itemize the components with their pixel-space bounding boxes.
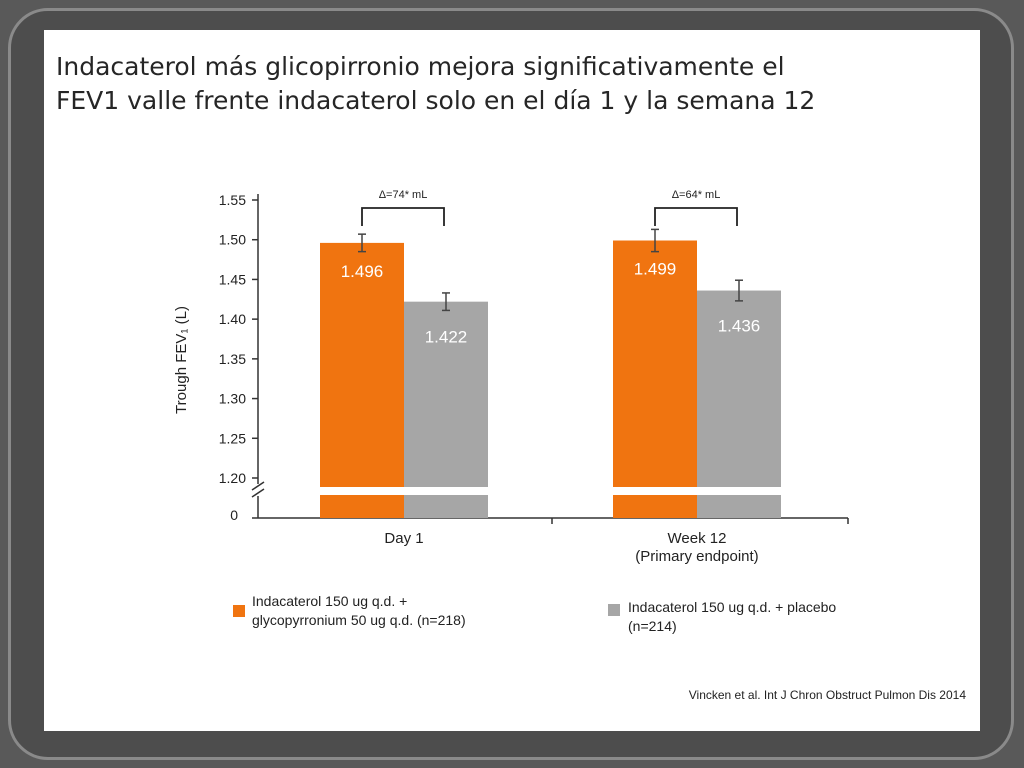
y-tick-label: 1.45 (219, 271, 246, 287)
bar-break-band (319, 487, 405, 495)
bar (613, 240, 697, 518)
y-tick-label: 1.25 (219, 430, 246, 446)
title-line-1: Indacaterol más glicopirronio mejora sig… (56, 52, 785, 81)
legend-entry-placebo: Indacaterol 150 ug q.d. + placebo (n=214… (628, 598, 836, 636)
title-line-2: FEV1 valle frente indacaterol solo en el… (56, 86, 816, 115)
bar-break-band (696, 487, 782, 495)
bar (404, 301, 488, 518)
bar (697, 290, 781, 518)
bar-break-band (403, 487, 489, 495)
delta-bracket (654, 207, 738, 226)
y-tick-label: 1.50 (219, 232, 246, 248)
legend-label-combo-line2: glycopyrronium 50 ug q.d. (n=218) (252, 612, 466, 628)
category-sublabel: (Primary endpoint) (635, 548, 758, 565)
legend-swatch-placebo (608, 604, 620, 616)
data-label: 1.422 (425, 328, 468, 347)
data-label: 1.436 (718, 317, 761, 336)
category-label: Week 12 (668, 530, 727, 547)
legend-label-placebo-line1: Indacaterol 150 ug q.d. + placebo (628, 599, 837, 615)
axis-break-mark (251, 488, 265, 498)
y-axis-label: Trough FEV₁ (L) (173, 306, 190, 414)
delta-bracket (361, 207, 445, 226)
category-label: Day 1 (384, 530, 423, 547)
citation: Vincken et al. Int J Chron Obstruct Pulm… (688, 688, 966, 702)
slide (44, 30, 980, 731)
delta-annotation: Δ=74* mL (379, 189, 428, 201)
legend-swatch-combo (233, 605, 245, 617)
bar-break-band (612, 487, 698, 495)
legend-label-combo-line1: Indacaterol 150 ug q.d. + (252, 593, 408, 609)
delta-annotation: Δ=64* mL (672, 189, 721, 201)
legend-label-placebo-line2: (n=214) (628, 618, 677, 634)
axis-break-mark (251, 481, 265, 491)
legend-entry-combo: Indacaterol 150 ug q.d. + glycopyrronium… (252, 592, 466, 630)
y-zero-label: 0 (230, 507, 238, 523)
data-label: 1.499 (634, 260, 677, 279)
y-tick-label: 1.30 (219, 391, 246, 407)
y-tick-label: 1.20 (219, 470, 246, 486)
slide-title: Indacaterol más glicopirronio mejora sig… (56, 50, 886, 118)
y-tick-label: 1.35 (219, 351, 246, 367)
bar (320, 242, 404, 519)
data-label: 1.496 (341, 262, 384, 281)
y-tick-label: 1.55 (219, 192, 246, 208)
y-tick-label: 1.40 (219, 311, 246, 327)
